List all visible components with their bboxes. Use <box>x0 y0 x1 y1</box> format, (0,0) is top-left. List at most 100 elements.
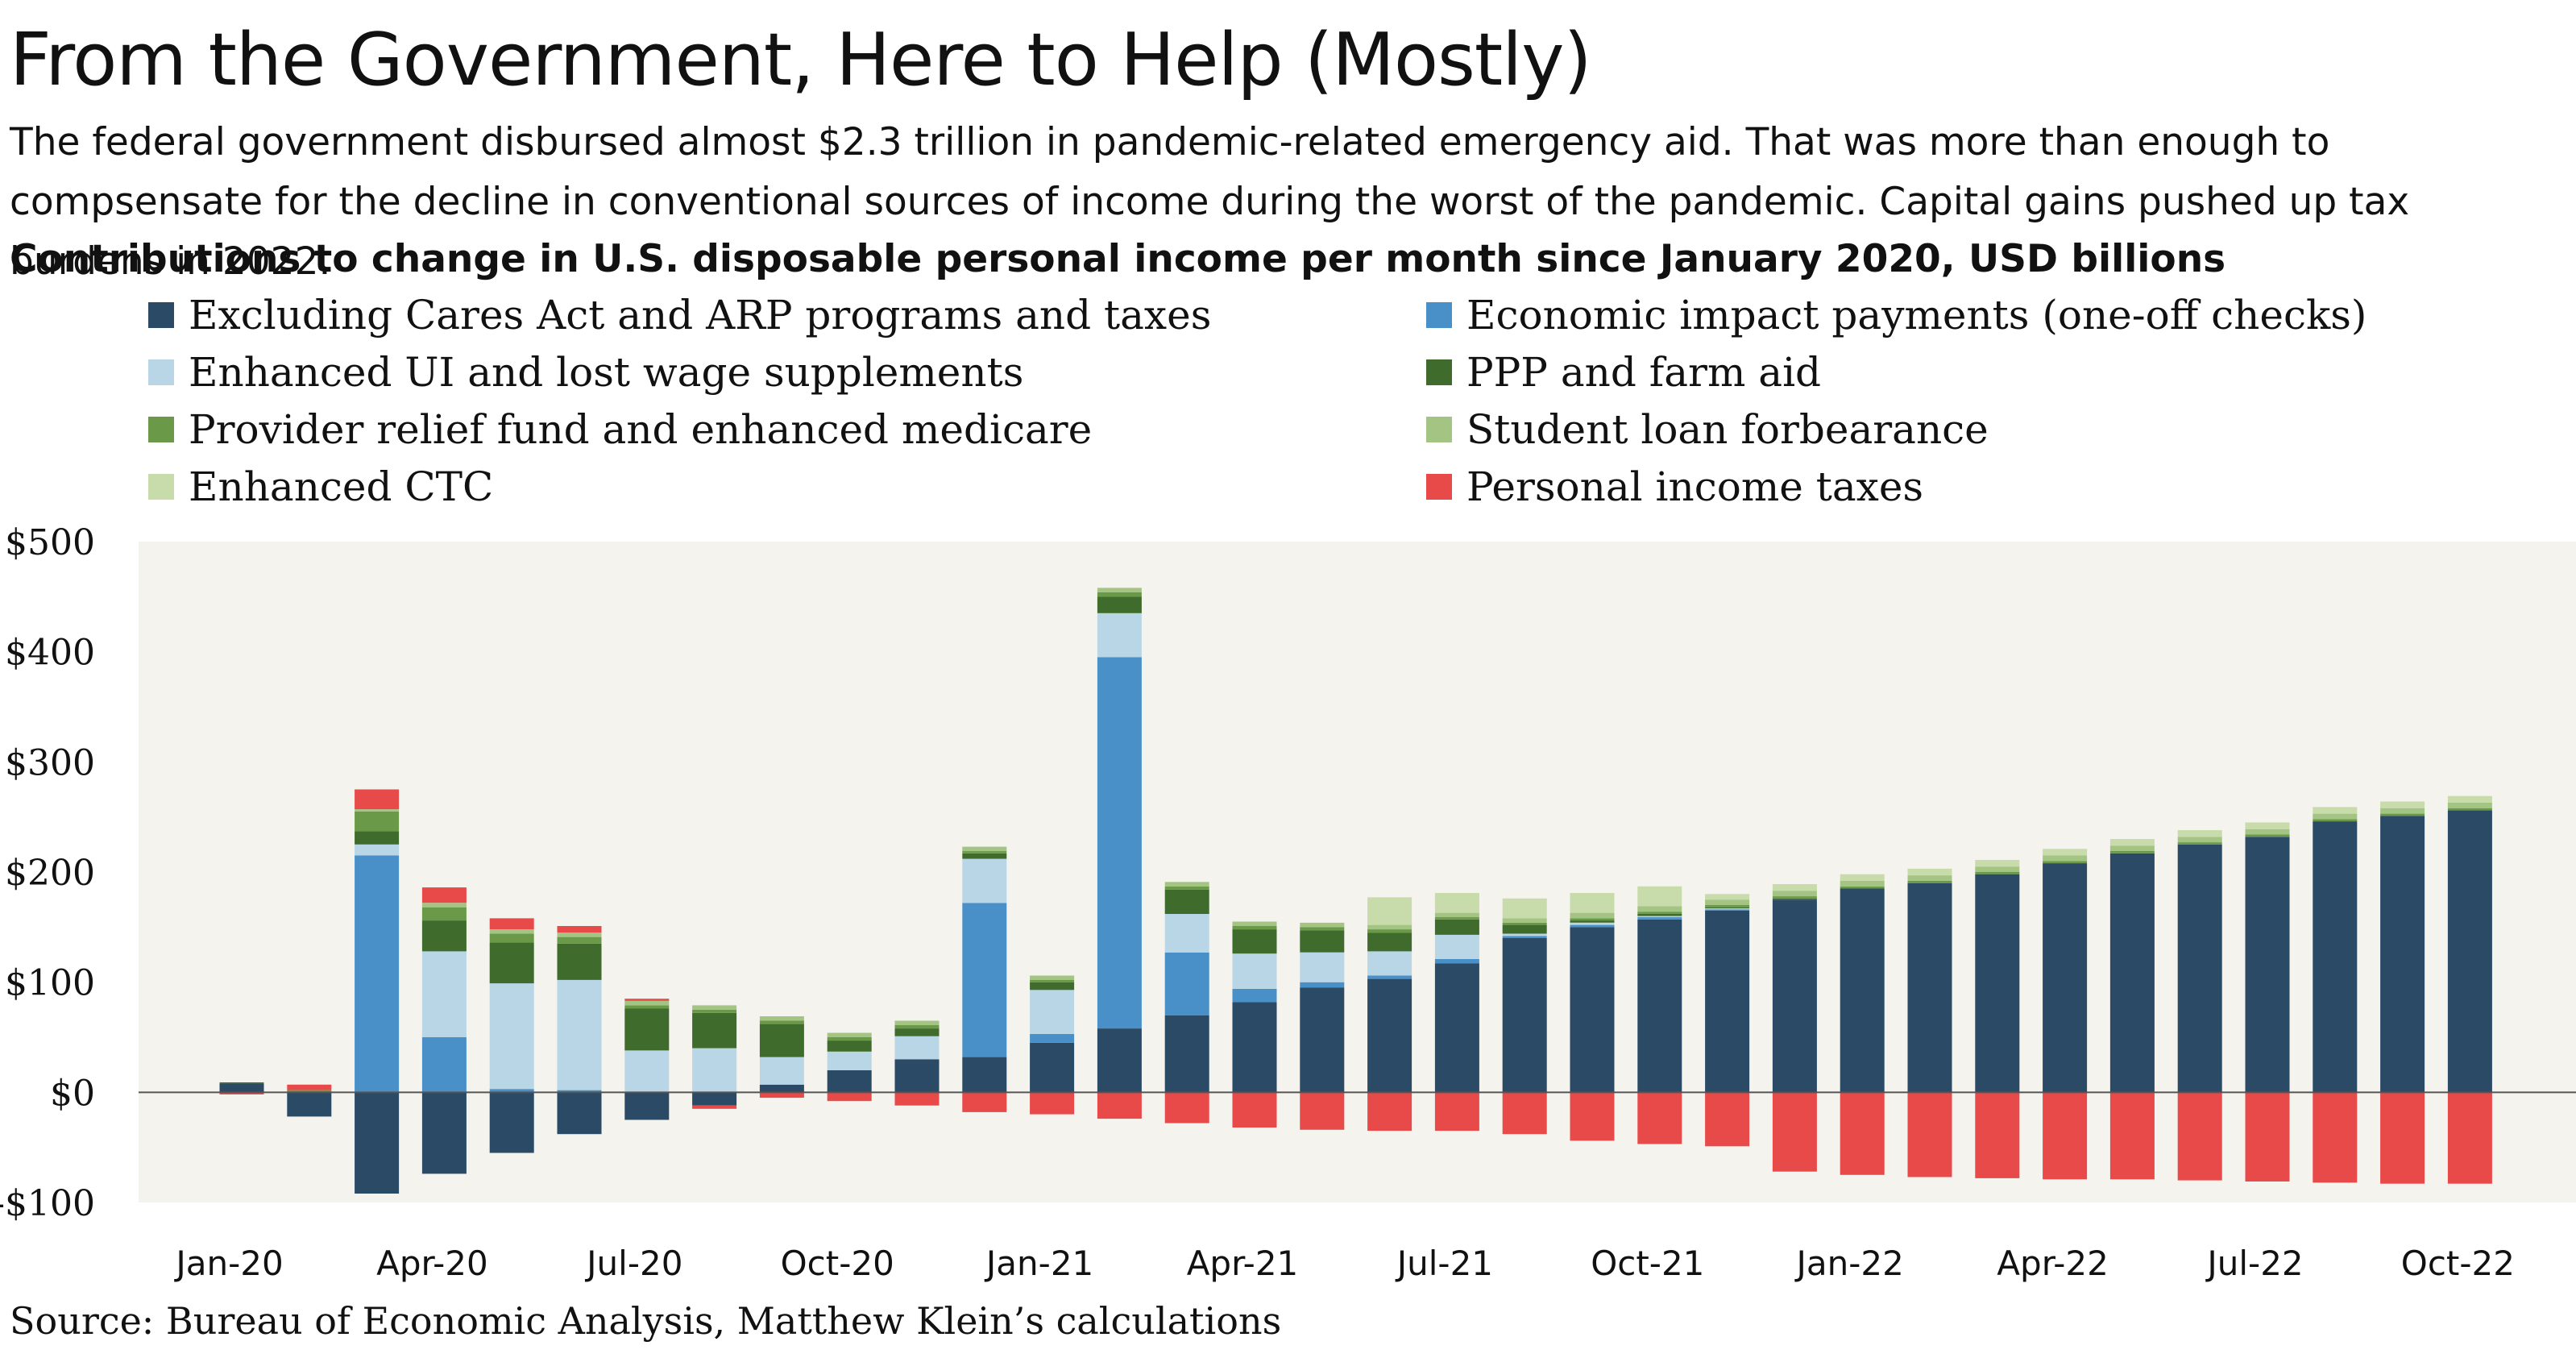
bar-segment <box>1434 963 1479 1093</box>
y-tick-label: $300 <box>5 742 95 783</box>
bar-segment <box>692 1012 737 1049</box>
bar-segment <box>1367 932 1412 952</box>
bar-segment <box>287 1092 332 1117</box>
bar-segment <box>1705 905 1750 907</box>
bar-segment <box>1097 1028 1142 1093</box>
bar-segment <box>2109 845 2155 851</box>
bar-segment <box>1300 952 1345 982</box>
y-tick-label: -$100 <box>0 1183 95 1224</box>
bar-segment <box>1637 919 1682 1093</box>
bar-segment <box>421 951 467 1037</box>
bar-segment <box>355 809 400 812</box>
bar-segment <box>1907 880 1952 883</box>
bar-segment <box>894 1036 940 1060</box>
bar-segment <box>962 853 1007 859</box>
bar-segment <box>1097 588 1142 592</box>
legend-item-enhanced-ctc: Enhanced CTC <box>148 463 493 510</box>
source-note: Source: Bureau of Economic Analysis, Mat… <box>10 1299 1282 1343</box>
bar-segment <box>1434 893 1479 913</box>
legend-label: Economic impact payments (one-off checks… <box>1466 292 2367 338</box>
bar-segment <box>421 903 467 907</box>
bar-segment <box>1232 988 1277 1003</box>
bar-segment <box>1502 898 1547 919</box>
bar-segment <box>1570 912 1615 919</box>
bar-segment <box>557 936 602 944</box>
bar-segment <box>355 811 400 832</box>
bar-segment <box>2380 813 2425 816</box>
x-tick-label: Jan-22 <box>1794 1244 1904 1283</box>
bar-segment <box>1502 938 1547 1093</box>
bar-segment <box>2109 1092 2155 1180</box>
bar-segment <box>1367 978 1412 1093</box>
bar-segment <box>1705 907 1750 909</box>
bar-segment <box>962 1057 1007 1093</box>
legend-item-excluding-cares: Excluding Cares Act and ARP programs and… <box>148 292 1211 338</box>
bar-segment <box>1637 912 1682 914</box>
bar-segment <box>355 855 400 1093</box>
bar-segment <box>1637 917 1682 920</box>
bar-segment <box>2380 801 2425 808</box>
bar-segment <box>1030 982 1075 990</box>
x-tick-label: Oct-20 <box>781 1244 894 1283</box>
bar-segment <box>2447 802 2492 808</box>
bar-segment <box>894 1092 940 1106</box>
bar-segment <box>2380 816 2425 1093</box>
bar-segment <box>1570 927 1615 1093</box>
legend-item-provider-relief: Provider relief fund and enhanced medica… <box>148 406 1092 453</box>
bar-segment <box>1097 592 1142 597</box>
bar-segment <box>355 789 400 810</box>
bar-segment <box>624 999 670 1001</box>
bar-segment <box>1097 1092 1142 1119</box>
bar-segment <box>1570 918 1615 921</box>
bar-segment <box>1434 919 1479 935</box>
bar-segment <box>1975 860 2020 867</box>
bar-segment <box>759 1057 804 1085</box>
bar-segment <box>1705 1092 1750 1147</box>
bar-segment <box>557 943 602 980</box>
bar-segment <box>1232 1002 1277 1093</box>
bar-segment <box>1570 924 1615 928</box>
bar-segment <box>1975 1092 2020 1178</box>
bar-segment <box>1367 1092 1412 1132</box>
bar-segment <box>1097 596 1142 613</box>
bar-segment <box>1907 1092 1952 1177</box>
bar-segment <box>962 1092 1007 1112</box>
bar-segment <box>827 1051 872 1070</box>
bar-segment <box>1300 1092 1345 1130</box>
bar-segment <box>962 846 1007 852</box>
legend-swatch <box>148 474 174 500</box>
bar-segment <box>2043 1092 2088 1180</box>
bar-segment <box>1570 920 1615 923</box>
bar-segment <box>489 918 534 930</box>
legend-swatch <box>1426 474 1452 500</box>
bar-segment <box>1164 889 1209 914</box>
bar-segment <box>2177 1092 2222 1181</box>
bar-segment <box>219 1083 264 1093</box>
bar-segment <box>1434 934 1479 959</box>
legend-item-ppp-farm-aid: PPP and farm aid <box>1426 349 1821 396</box>
bar-segment <box>1975 874 2020 1093</box>
bar-segment <box>1367 929 1412 933</box>
bar-segment <box>1570 1092 1615 1141</box>
bar-segment <box>1705 899 1750 905</box>
bar-segment <box>1030 1042 1075 1093</box>
bar-segment <box>1705 909 1750 911</box>
bar-segment <box>1434 1092 1479 1132</box>
bar-segment <box>2109 851 2155 853</box>
bar-segment <box>2313 1092 2358 1183</box>
bar-segment <box>1502 924 1547 934</box>
legend-label: Personal income taxes <box>1466 463 1924 510</box>
bar-segment <box>1097 657 1142 1029</box>
x-tick-label: Apr-22 <box>1997 1244 2109 1283</box>
y-tick-label: $0 <box>50 1073 95 1114</box>
bar-segment <box>1502 936 1547 938</box>
bar-segment <box>1030 990 1075 1034</box>
bar-segment <box>2245 837 2290 1093</box>
bar-segment <box>1570 893 1615 913</box>
legend-item-enhanced-ui: Enhanced UI and lost wage supplements <box>148 349 1023 396</box>
y-tick-label: $500 <box>5 522 95 563</box>
bar-segment <box>1907 882 1952 1093</box>
bar-segment <box>692 1092 737 1106</box>
bar-segment <box>1772 899 1817 1093</box>
